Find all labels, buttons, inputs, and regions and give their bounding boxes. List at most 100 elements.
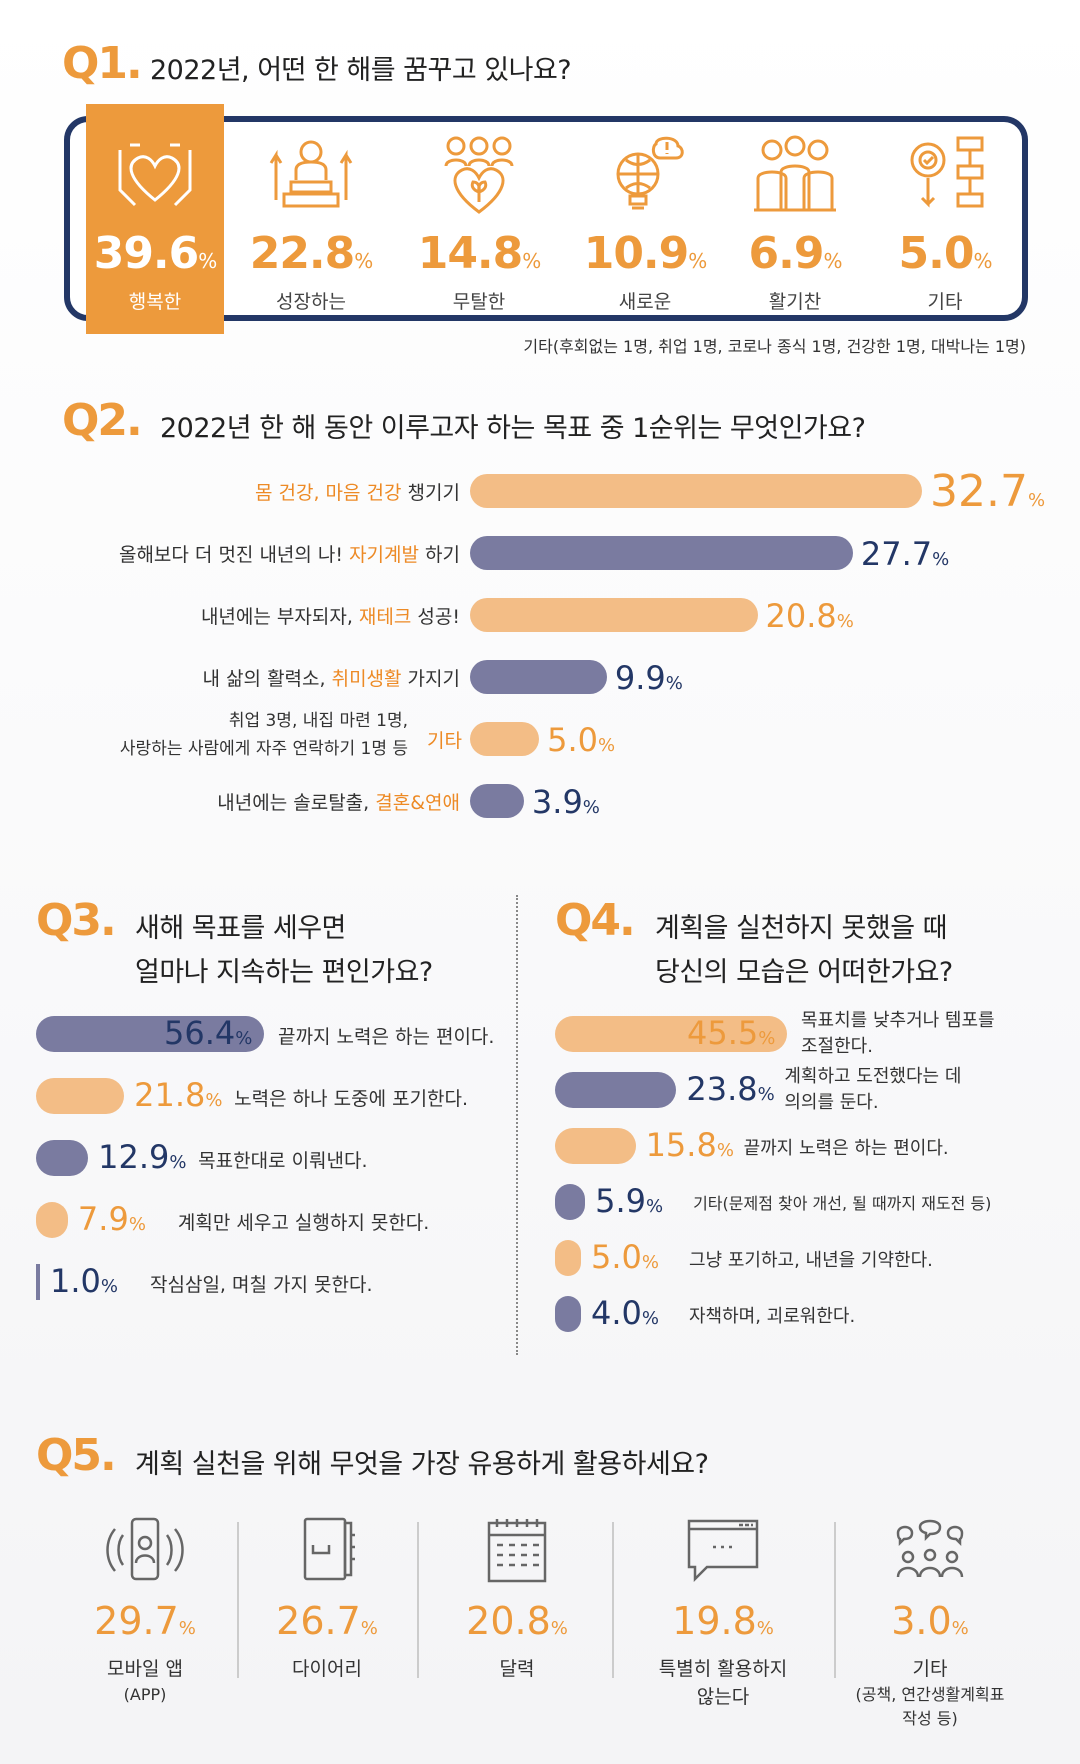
value-unit: % bbox=[582, 797, 600, 818]
q4-bar bbox=[555, 1240, 581, 1276]
q2-label: 몸 건강, 마음 건강 챙기기 bbox=[255, 478, 460, 505]
value-label: 32.7% bbox=[930, 466, 1045, 517]
value-label: 20.8% bbox=[766, 597, 854, 635]
value-label: 5.0% bbox=[591, 1238, 659, 1276]
value-unit: % bbox=[836, 611, 854, 632]
q1-item-lively: 6.9% 활기찬 bbox=[720, 130, 870, 314]
q5-unit: % bbox=[951, 1618, 969, 1639]
q1-item-happy: 39.6% 행복한 bbox=[80, 130, 230, 314]
value-unit: % bbox=[665, 673, 683, 694]
q1-item-label: 기타 bbox=[927, 291, 963, 313]
q1-value: 6.9 bbox=[748, 228, 825, 279]
q2-label: 내년에는 부자되자, 재테크 성공! bbox=[201, 602, 460, 629]
q4-label: 그냥 포기하고, 내년을 기약한다. bbox=[689, 1250, 933, 1271]
q3-question-line1: 새해 목표를 세우면 bbox=[135, 913, 346, 944]
q2-bar bbox=[470, 660, 607, 694]
q5-item-sub: (APP) bbox=[123, 1685, 167, 1704]
value-unit: % bbox=[758, 1028, 776, 1049]
group-people-icon bbox=[754, 135, 836, 212]
group-chat-icon bbox=[896, 1519, 964, 1578]
value-unit: % bbox=[1027, 490, 1046, 511]
value-number: 9.9 bbox=[614, 659, 666, 697]
value-number: 5.9 bbox=[595, 1182, 646, 1220]
q5-label: Q5. bbox=[36, 1430, 117, 1481]
value-unit: % bbox=[235, 1028, 253, 1049]
q2-label-post: 하기 bbox=[419, 544, 460, 566]
value-label: 27.7% bbox=[861, 535, 949, 573]
q5-item-label: 특별히 활용하지 bbox=[658, 1658, 788, 1680]
q1-item-label: 새로운 bbox=[618, 291, 672, 313]
mobile-phone-icon bbox=[106, 1517, 184, 1581]
value-label: 3.9% bbox=[532, 783, 600, 821]
q1-item-label: 행복한 bbox=[128, 291, 182, 313]
q4-bar bbox=[555, 1184, 586, 1220]
value-label: 7.9% bbox=[78, 1200, 146, 1238]
q5-item-diary: 26.7% 다이어리 bbox=[242, 1515, 412, 1683]
q4-label-line2: 의의를 둔다. bbox=[784, 1092, 879, 1113]
q5-item-label: 다이어리 bbox=[292, 1658, 362, 1680]
q1-highlight-panel bbox=[86, 104, 224, 334]
q2-label: 올해보다 더 멋진 내년의 나! 자기계발 하기 bbox=[119, 540, 460, 567]
q2-label-highlight: 자기계발 bbox=[349, 544, 419, 566]
q5-value: 19.8 bbox=[672, 1599, 757, 1643]
q1-value: 14.8 bbox=[417, 228, 524, 279]
q3-bar bbox=[36, 1016, 264, 1052]
q1-value: 39.6 bbox=[93, 228, 200, 279]
q4-bar bbox=[555, 1296, 581, 1332]
value-number: 15.8 bbox=[645, 1126, 717, 1164]
q2-label-highlight: 몸 건강, 마음 건강 bbox=[254, 482, 402, 504]
value-label: 21.8% bbox=[134, 1076, 222, 1114]
q1-item-label: 무탈한 bbox=[452, 291, 506, 313]
q5-item-label: 달력 bbox=[499, 1658, 535, 1680]
q4-label: 자책하며, 괴로워한다. bbox=[689, 1306, 856, 1327]
q2-label-line2: 사랑하는 사람에게 자주 연락하기 1명 등 bbox=[119, 739, 408, 759]
q1-unit: % bbox=[522, 249, 541, 273]
q5-value: 3.0 bbox=[891, 1599, 952, 1643]
q1-value: 5.0 bbox=[898, 228, 975, 279]
value-label: 12.9% bbox=[98, 1138, 186, 1176]
q4-label: 끝까지 노력은 하는 편이다. bbox=[743, 1138, 949, 1159]
q3-bar bbox=[36, 1078, 125, 1114]
chat-window-icon bbox=[687, 1519, 759, 1583]
q5-question: 계획 실천을 위해 무엇을 가장 유용하게 활용하세요? bbox=[135, 1449, 709, 1480]
q1-item-safe: 14.8% 무탈한 bbox=[404, 130, 554, 314]
q3-label: 끝까지 노력은 하는 편이다. bbox=[278, 1026, 495, 1048]
q5-value: 26.7 bbox=[276, 1599, 361, 1643]
q4-label: 기타(문제점 찾아 개선, 될 때까지 재도전 등) bbox=[693, 1194, 992, 1213]
q5-unit: % bbox=[550, 1618, 568, 1639]
q5-separator bbox=[612, 1522, 614, 1678]
q1-unit: % bbox=[198, 249, 217, 273]
q1-unit: % bbox=[823, 249, 842, 273]
value-number: 20.8 bbox=[765, 597, 837, 635]
q2-label-line1: 취업 3명, 내집 마련 1명, bbox=[228, 711, 408, 731]
q2-label-post: 챙기기 bbox=[401, 482, 460, 504]
value-label: 15.8% bbox=[646, 1126, 734, 1164]
value-number: 3.9 bbox=[531, 783, 583, 821]
q2-bar bbox=[470, 722, 540, 756]
q3-label: Q3. bbox=[36, 895, 117, 946]
value-number: 32.7 bbox=[930, 466, 1028, 517]
value-label: 23.8% bbox=[686, 1070, 774, 1108]
family-heart-icon bbox=[444, 136, 514, 214]
value-unit: % bbox=[100, 1276, 118, 1297]
value-label: 5.0% bbox=[547, 721, 615, 759]
value-number: 4.0 bbox=[591, 1294, 642, 1332]
value-unit: % bbox=[205, 1090, 223, 1111]
value-number: 45.5 bbox=[687, 1014, 759, 1052]
q2-label-highlight: 취미생활 bbox=[331, 668, 402, 690]
q5-separator bbox=[237, 1522, 239, 1678]
q5-value: 29.7 bbox=[94, 1599, 179, 1643]
value-unit: % bbox=[932, 549, 950, 570]
value-unit: % bbox=[757, 1084, 775, 1105]
q4-label: Q4. bbox=[555, 895, 636, 946]
q1-item-growing: 22.8% 성장하는 bbox=[236, 130, 386, 314]
q5-unit: % bbox=[360, 1618, 378, 1639]
value-number: 12.9 bbox=[98, 1138, 170, 1176]
q2-bar bbox=[470, 784, 524, 818]
q2-label-highlight: 재테크 bbox=[358, 606, 412, 628]
value-number: 5.0 bbox=[591, 1238, 642, 1276]
q2-question: 2022년 한 해 동안 이루고자 하는 목표 중 1순위는 무엇인가요? bbox=[160, 413, 866, 444]
q1-question: 2022년, 어떤 한 해를 꿈꾸고 있나요? bbox=[150, 55, 572, 86]
value-number: 7.9 bbox=[77, 1200, 129, 1238]
q1-item-other: 5.0% 기타 bbox=[870, 130, 1020, 314]
